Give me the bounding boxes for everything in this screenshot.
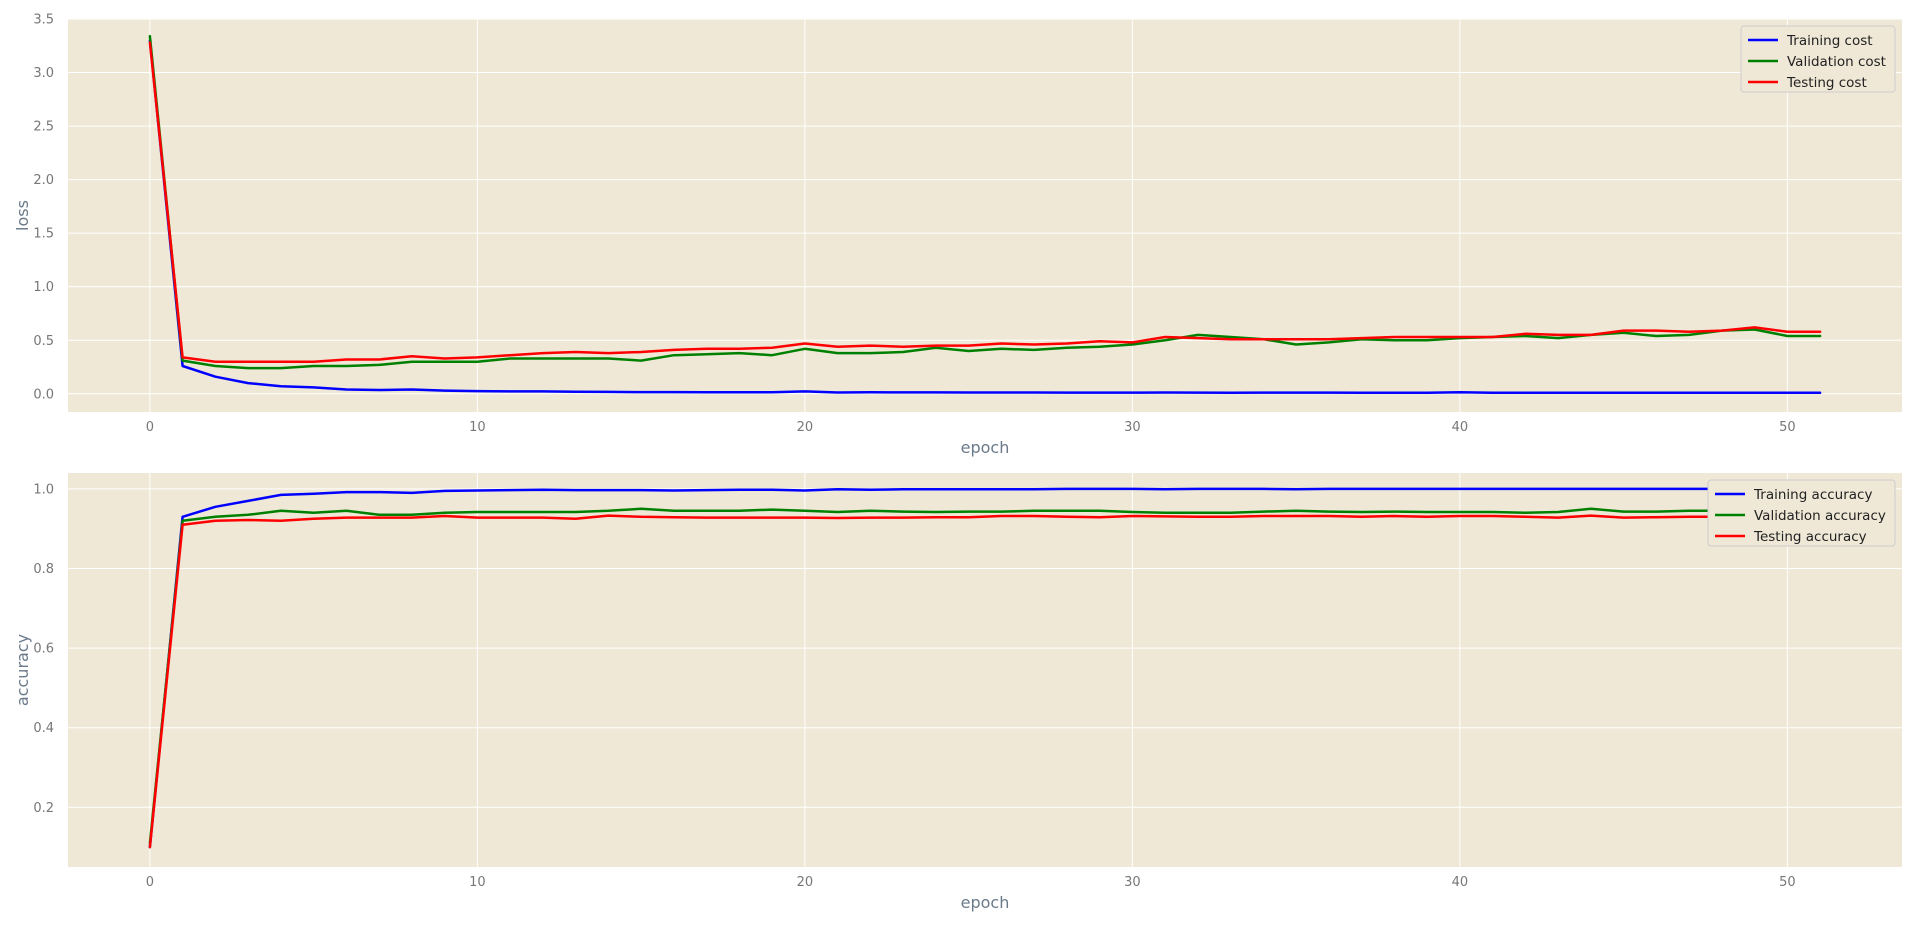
- series-line-validation-accuracy: [148, 507, 1822, 845]
- series-line-testing-accuracy: [148, 514, 1822, 849]
- legend-label-training-cost: Training cost: [1786, 33, 1873, 49]
- accuracy-x-tick-label: 50: [1779, 875, 1796, 890]
- loss-x-tick-label: 50: [1779, 420, 1796, 435]
- accuracy-y-tick-label: 0.6: [33, 642, 54, 657]
- loss-x-tick-label: 20: [797, 420, 814, 435]
- accuracy-x-tick-label: 40: [1452, 875, 1469, 890]
- accuracy-x-axis-label: epoch: [961, 893, 1010, 912]
- accuracy-y-tick-label: 0.4: [33, 721, 54, 736]
- loss-x-tick-label: 40: [1452, 420, 1469, 435]
- loss-y-tick-label: 2.5: [33, 120, 54, 135]
- accuracy-series-group: [148, 487, 1822, 849]
- accuracy-legend-box: [1707, 479, 1896, 547]
- loss-legend: Training cost Validation cost Testing co…: [1740, 25, 1896, 93]
- accuracy-x-tick-label: 10: [469, 875, 486, 890]
- legend-label-validation-accuracy: Validation accuracy: [1754, 508, 1886, 524]
- legend-label-testing-accuracy: Testing accuracy: [1753, 529, 1867, 545]
- series-line-training-cost: [148, 39, 1822, 394]
- loss-y-tick-label: 0.5: [33, 334, 54, 349]
- loss-legend-box: [1740, 25, 1896, 93]
- legend-label-training-accuracy: Training accuracy: [1753, 487, 1872, 503]
- loss-y-tick-label: 3.0: [33, 66, 54, 81]
- accuracy-tick-labels: 0 10 20 30 40 50 0.2 0.4 0.6 0.8 1.0: [33, 482, 1795, 890]
- loss-chart: 0 10 20 30 40 50 0.0 0.5 1.0 1.5 2.0 2.5 3.0 3.5 epoc…: [13, 13, 1902, 457]
- series-line-validation-cost: [148, 34, 1822, 370]
- accuracy-gridlines: [68, 473, 1902, 867]
- accuracy-legend: Training accuracy Validation accuracy Te…: [1707, 479, 1896, 547]
- series-line-testing-cost: [148, 41, 1822, 363]
- loss-x-tick-label: 10: [469, 420, 486, 435]
- accuracy-chart: 0 10 20 30 40 50 0.2 0.4 0.6 0.8 1.0 epoch accurac…: [13, 473, 1902, 912]
- legend-label-testing-cost: Testing cost: [1786, 75, 1867, 91]
- loss-tick-labels: 0 10 20 30 40 50 0.0 0.5 1.0 1.5 2.0 2.5 3.0 3.5: [33, 13, 1795, 436]
- accuracy-plot-area: [68, 473, 1902, 867]
- legend-label-validation-cost: Validation cost: [1787, 54, 1886, 70]
- loss-series-group: [148, 34, 1822, 394]
- accuracy-y-axis-label: accuracy: [13, 634, 32, 706]
- loss-x-tick-label: 0: [146, 420, 154, 435]
- accuracy-y-tick-label: 1.0: [33, 482, 54, 497]
- loss-y-tick-label: 2.0: [33, 173, 54, 188]
- loss-y-tick-label: 3.5: [33, 13, 54, 28]
- loss-y-tick-label: 1.0: [33, 280, 54, 295]
- accuracy-x-tick-label: 0: [146, 875, 154, 890]
- loss-x-tick-label: 30: [1124, 420, 1141, 435]
- accuracy-y-tick-label: 0.2: [33, 801, 54, 816]
- loss-y-axis-label: loss: [13, 200, 32, 231]
- loss-y-tick-label: 1.5: [33, 227, 54, 242]
- accuracy-x-tick-label: 20: [797, 875, 814, 890]
- series-line-training-accuracy: [148, 487, 1822, 849]
- loss-y-tick-label: 0.0: [33, 387, 54, 402]
- accuracy-x-tick-label: 30: [1124, 875, 1141, 890]
- accuracy-y-tick-label: 0.8: [33, 562, 54, 577]
- loss-x-axis-label: epoch: [961, 438, 1010, 457]
- loss-plot-area: [68, 19, 1902, 412]
